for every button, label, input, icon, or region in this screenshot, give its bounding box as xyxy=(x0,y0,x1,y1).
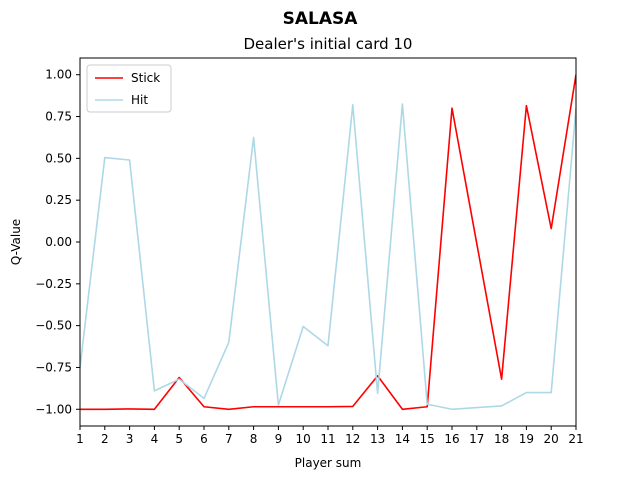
chart-suptitle: SALASA xyxy=(283,9,359,29)
chart-title: Dealer's initial card 10 xyxy=(244,35,413,53)
x-tick-label: 1 xyxy=(76,432,84,446)
series-line-hit xyxy=(80,103,576,411)
axes: 1 2 3 4 5 6 7 8 9 10 11 12 13 14 15 16 17 18 19 20 211.000.7… xyxy=(35,57,584,446)
x-tick-label: 2 xyxy=(101,432,109,446)
x-tick-label: 21 xyxy=(568,432,583,446)
y-tick-label: −0.50 xyxy=(35,319,72,333)
x-tick-label: 3 xyxy=(126,432,134,446)
x-axis-label: Player sum xyxy=(295,456,362,470)
x-tick-label: 18 xyxy=(494,432,509,446)
x-tick-label: 16 xyxy=(444,432,459,446)
y-tick-label: −0.25 xyxy=(35,277,72,291)
x-tick-label: 14 xyxy=(395,432,410,446)
y-axis-label: Q-Value xyxy=(9,219,23,265)
plot-area xyxy=(80,74,576,411)
legend-label-stick: Stick xyxy=(131,71,160,85)
x-tick-label: 15 xyxy=(420,432,435,446)
y-tick-label: 0.25 xyxy=(45,193,72,207)
x-tick-label: 17 xyxy=(469,432,484,446)
x-tick-label: 11 xyxy=(320,432,335,446)
x-tick-label: 13 xyxy=(370,432,385,446)
y-tick-label: −1.00 xyxy=(35,402,72,416)
series-line-stick xyxy=(80,74,576,411)
x-tick-label: 5 xyxy=(175,432,183,446)
y-tick-label: 0.00 xyxy=(45,235,72,249)
x-tick-label: 9 xyxy=(275,432,283,446)
x-tick-label: 10 xyxy=(296,432,311,446)
y-tick-label: 0.75 xyxy=(45,110,72,124)
x-tick-label: 20 xyxy=(544,432,559,446)
x-tick-label: 7 xyxy=(225,432,233,446)
x-tick-label: 19 xyxy=(519,432,534,446)
x-tick-label: 4 xyxy=(151,432,159,446)
x-tick-label: 6 xyxy=(200,432,208,446)
y-tick-label: −0.75 xyxy=(35,360,72,374)
y-tick-label: 0.50 xyxy=(45,151,72,165)
legend: Stick Hit xyxy=(86,64,172,113)
x-tick-label: 12 xyxy=(345,432,360,446)
x-tick-label: 8 xyxy=(250,432,258,446)
y-tick-label: 1.00 xyxy=(45,68,72,82)
legend-label-hit: Hit xyxy=(131,93,148,107)
